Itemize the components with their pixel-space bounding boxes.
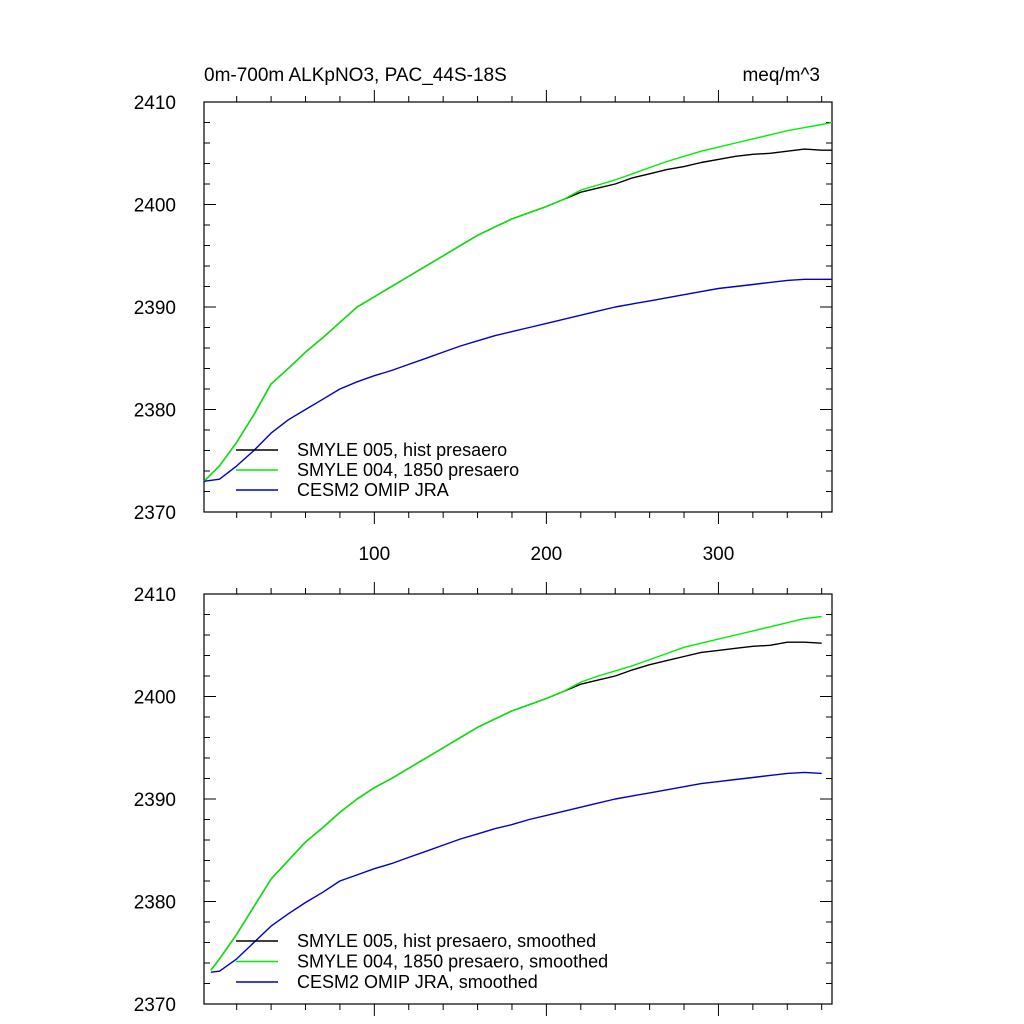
- x-tick-label: 200: [531, 544, 563, 565]
- top-panel: 2370 2380 2390 2400 2410 100 200 300 SMYLE 005, …: [134, 90, 833, 565]
- bottom-panel: 2370 2380 2390 2400 2410 SMYLE 005, hist pres…: [134, 582, 833, 1016]
- legend-label-0: SMYLE 005, hist presaero: [297, 440, 507, 460]
- series-line-0: [210, 641, 822, 971]
- legend-label-1: SMYLE 004, 1850 presaero, smoothed: [297, 952, 608, 972]
- y-tick-label: 2370: [134, 995, 176, 1016]
- y-tick-label: 2390: [134, 790, 176, 811]
- legend-label-2: CESM2 OMIP JRA, smoothed: [297, 972, 538, 992]
- y-tick-label: 2410: [134, 585, 176, 606]
- x-tick-label: 100: [358, 544, 390, 565]
- y-tick-label: 2400: [134, 688, 176, 709]
- y-tick-label: 2380: [134, 893, 176, 914]
- legend-label-2: CESM2 OMIP JRA: [297, 480, 449, 500]
- units-label: meq/m^3: [742, 65, 820, 86]
- y-tick-label: 2380: [134, 401, 176, 422]
- y-tick-label: 2390: [134, 298, 176, 319]
- series-line-1: [210, 615, 822, 971]
- y-tick-label: 2400: [134, 196, 176, 217]
- chart-title: 0m-700m ALKpNO3, PAC_44S-18S: [204, 65, 507, 86]
- series-line-1: [203, 121, 833, 482]
- y-tick-label: 2370: [134, 503, 176, 524]
- series-line-0: [203, 148, 832, 482]
- legend-label-0: SMYLE 005, hist presaero, smoothed: [297, 931, 596, 951]
- legend-label-1: SMYLE 004, 1850 presaero: [297, 460, 519, 480]
- series-line-2: [210, 771, 822, 973]
- x-tick-label: 300: [703, 544, 735, 565]
- y-tick-label: 2410: [134, 93, 176, 114]
- series-line-2: [203, 278, 832, 482]
